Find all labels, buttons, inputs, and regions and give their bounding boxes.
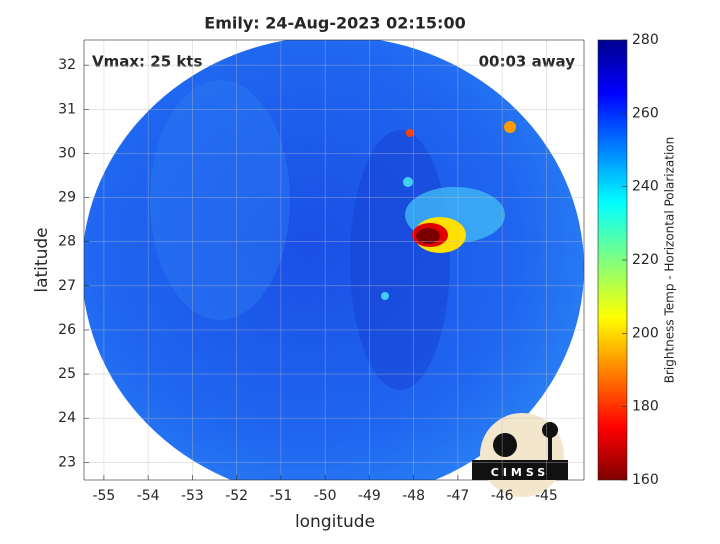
y-tick-label: 23 xyxy=(58,454,76,470)
image xyxy=(84,40,584,480)
x-tick-label: -54 xyxy=(137,488,160,504)
y-tick-label: 28 xyxy=(58,234,76,250)
y-tick-label: 30 xyxy=(58,145,76,161)
logo: CIMSS xyxy=(472,413,568,497)
x-tick-label: -47 xyxy=(446,488,469,504)
x-tick-label: -46 xyxy=(491,488,514,504)
y-tick-label: 25 xyxy=(58,366,76,382)
plot-frame xyxy=(83,39,585,481)
cloud xyxy=(381,292,389,300)
y-tick-label: 31 xyxy=(58,101,76,117)
chart-title: Emily: 24-Aug-2023 02:15:00 xyxy=(204,14,465,33)
x-tick-label: -51 xyxy=(269,488,292,504)
swath-texture xyxy=(150,80,290,320)
y-tick-label: 32 xyxy=(58,57,76,73)
cloud xyxy=(416,228,440,244)
cloud xyxy=(406,129,414,137)
x-tick-label: -52 xyxy=(225,488,248,504)
colorbar-label: Brightness Temp - Horizontal Polarizatio… xyxy=(663,137,677,384)
cloud xyxy=(504,121,516,133)
swath-texture xyxy=(350,130,450,390)
y-tick-label: 26 xyxy=(58,322,76,338)
annotation: 00:03 away xyxy=(479,53,576,71)
colorbar-tick-label: 260 xyxy=(632,105,659,121)
x-tick-label: -53 xyxy=(181,488,204,504)
colorbar-tick-label: 200 xyxy=(632,325,659,341)
y-tick-label: 29 xyxy=(58,190,76,206)
x-tick-label: -50 xyxy=(314,488,337,504)
annotation: Vmax: 25 kts xyxy=(92,53,202,71)
colorbar-tick-label: 280 xyxy=(632,32,659,48)
x-axis-label: longitude xyxy=(295,512,375,532)
x-tick-label: -48 xyxy=(402,488,425,504)
logo-text: CIMSS xyxy=(491,466,549,479)
y-tick-label: 24 xyxy=(58,410,76,426)
x-tick-label: -55 xyxy=(92,488,115,504)
colorbar-tick-label: 240 xyxy=(632,179,659,195)
x-tick-label: -49 xyxy=(358,488,381,504)
colorbar-tick-label: 220 xyxy=(632,252,659,268)
y-tick-label: 27 xyxy=(58,278,76,294)
cloud xyxy=(403,177,413,187)
colorbar-tick-label: 180 xyxy=(632,399,659,415)
x-tick-label: -45 xyxy=(535,488,558,504)
y-axis-label: latitude xyxy=(32,227,52,292)
colorbar-tick-label: 160 xyxy=(632,472,659,488)
